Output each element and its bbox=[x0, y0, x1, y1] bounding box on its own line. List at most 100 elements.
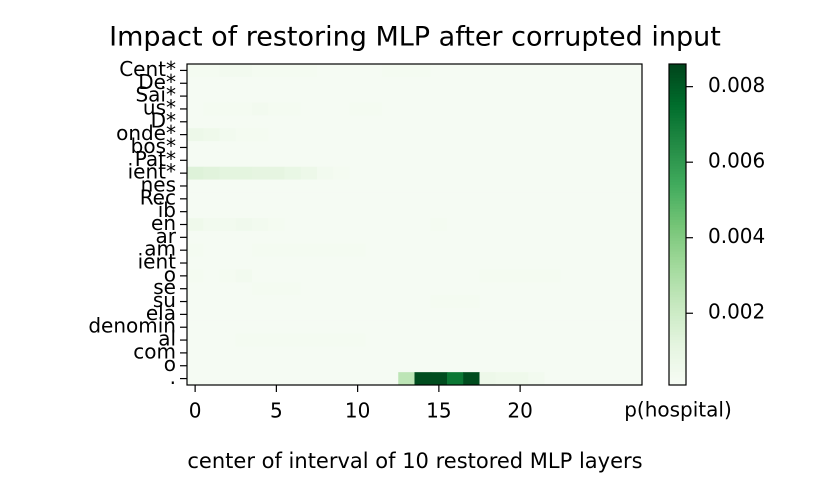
heat-cell bbox=[479, 256, 497, 270]
heat-cell bbox=[284, 307, 302, 322]
heat-cell bbox=[203, 333, 220, 347]
heat-cell bbox=[284, 346, 302, 360]
heat-cell bbox=[398, 333, 415, 347]
heat-cell bbox=[382, 192, 399, 206]
heat-cell bbox=[560, 179, 578, 193]
heat-cell bbox=[235, 307, 253, 322]
colorbar-swatch bbox=[669, 382, 686, 386]
colorbar-swatch bbox=[669, 106, 686, 110]
heat-cell bbox=[463, 359, 480, 373]
heat-cell bbox=[479, 333, 497, 347]
colorbar-swatch bbox=[669, 69, 686, 73]
heat-cell bbox=[414, 89, 432, 103]
heat-cell bbox=[235, 128, 253, 142]
heat-cell bbox=[219, 372, 237, 386]
heat-cell bbox=[252, 230, 269, 245]
heat-cell bbox=[187, 205, 204, 219]
heat-cell bbox=[512, 307, 529, 322]
colorbar-swatch bbox=[669, 168, 686, 172]
heat-cell bbox=[577, 102, 594, 116]
heat-cell bbox=[495, 359, 513, 373]
heat-cell bbox=[235, 243, 253, 257]
heat-cell bbox=[187, 269, 204, 283]
heat-cell bbox=[512, 372, 529, 386]
heat-cell bbox=[495, 115, 513, 129]
heat-cell bbox=[625, 179, 643, 193]
heat-cell bbox=[430, 153, 448, 168]
heat-cell bbox=[447, 115, 464, 129]
heat-cell bbox=[414, 346, 432, 360]
heat-cell bbox=[252, 76, 269, 91]
heat-cell bbox=[625, 128, 643, 142]
colorbar-swatch bbox=[669, 181, 686, 185]
heat-cell bbox=[365, 256, 383, 270]
colorbar-swatch bbox=[669, 154, 686, 159]
heat-cell bbox=[219, 64, 237, 78]
heat-cell bbox=[463, 320, 480, 335]
heat-cell bbox=[560, 269, 578, 283]
heat-cell bbox=[365, 153, 383, 168]
heat-cell bbox=[495, 205, 513, 219]
heat-cell bbox=[365, 115, 383, 129]
colorbar-swatch bbox=[669, 240, 686, 244]
heat-cell bbox=[414, 269, 432, 283]
heat-cell bbox=[235, 179, 253, 193]
heat-cell bbox=[447, 359, 464, 373]
heat-cell bbox=[252, 218, 269, 232]
heat-cell bbox=[187, 256, 204, 270]
heat-cell bbox=[398, 141, 415, 155]
y-tick-label: denomin bbox=[88, 314, 176, 338]
heat-cell bbox=[187, 218, 204, 232]
y-tick-label: De* bbox=[138, 70, 176, 94]
heat-cell bbox=[219, 346, 237, 360]
heat-cell bbox=[430, 282, 448, 296]
colorbar-swatch bbox=[669, 269, 686, 274]
y-tick-label: . bbox=[170, 365, 176, 389]
heat-cell bbox=[430, 102, 448, 116]
heat-cell bbox=[268, 128, 285, 142]
heat-cell bbox=[593, 320, 610, 335]
heat-cell bbox=[203, 141, 220, 155]
heat-cell bbox=[333, 243, 350, 257]
colorbar-swatch bbox=[669, 310, 686, 314]
heat-cell bbox=[447, 295, 464, 309]
heat-cell bbox=[268, 115, 285, 129]
heat-cell bbox=[235, 295, 253, 309]
colorbar-swatch bbox=[669, 184, 686, 188]
heat-cell bbox=[349, 166, 367, 180]
colorbar-swatch bbox=[669, 363, 686, 367]
colorbar-swatch bbox=[669, 368, 686, 373]
heat-cell bbox=[349, 89, 367, 103]
colorbar-swatch bbox=[669, 144, 686, 148]
heat-cell bbox=[252, 166, 269, 180]
heat-cell bbox=[333, 141, 350, 155]
heat-cell bbox=[317, 64, 334, 78]
heat-cell bbox=[544, 346, 562, 360]
heat-cell bbox=[382, 282, 399, 296]
colorbar-swatch bbox=[669, 125, 686, 129]
heat-cell bbox=[203, 115, 220, 129]
heat-cell bbox=[512, 76, 529, 91]
colorbar-swatch bbox=[669, 160, 686, 164]
heat-cell bbox=[609, 179, 627, 193]
heat-cell bbox=[479, 205, 497, 219]
colorbar-swatch bbox=[669, 376, 686, 381]
heat-cell bbox=[495, 166, 513, 180]
heat-cell bbox=[560, 76, 578, 91]
heat-cell bbox=[625, 333, 643, 347]
heat-cell bbox=[609, 269, 627, 283]
colorbar-swatch bbox=[669, 165, 686, 169]
heat-cell bbox=[284, 372, 302, 386]
heat-cell bbox=[284, 295, 302, 309]
heat-cell bbox=[365, 64, 383, 78]
heat-cell bbox=[300, 230, 318, 245]
heat-cell bbox=[398, 205, 415, 219]
heat-cell bbox=[577, 346, 594, 360]
y-tick-label: Cent* bbox=[119, 57, 176, 81]
heat-cell bbox=[365, 76, 383, 91]
heat-cell bbox=[300, 128, 318, 142]
heat-cell bbox=[203, 76, 220, 91]
heat-cell bbox=[528, 307, 545, 322]
heat-cell bbox=[333, 359, 350, 373]
heat-cell bbox=[593, 243, 610, 257]
